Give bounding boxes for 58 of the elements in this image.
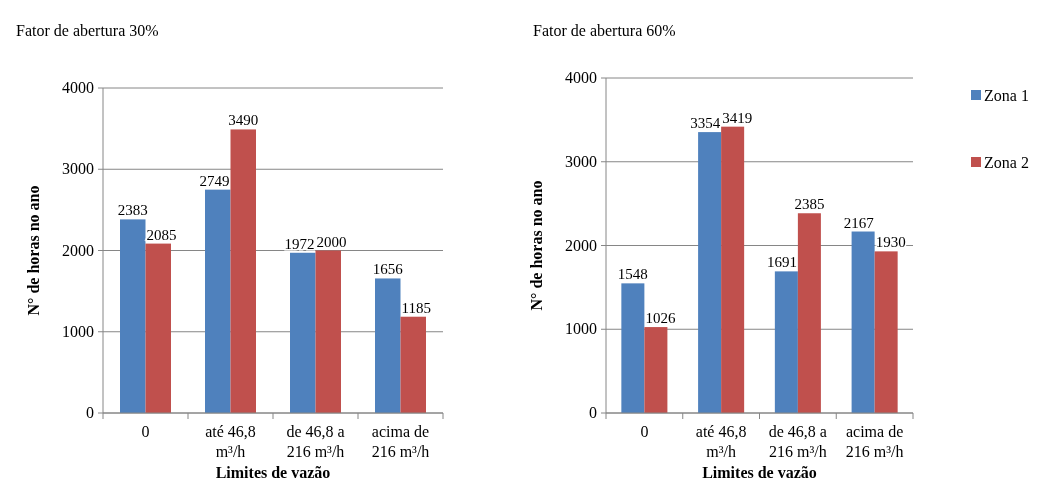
- x-tick-label: 0: [640, 423, 649, 440]
- y-axis-title: N° de horas no ano: [25, 185, 42, 316]
- data-label: 3354: [690, 115, 721, 132]
- y-tick-label: 1000: [565, 320, 597, 338]
- x-tick-label: 0: [141, 423, 150, 440]
- bar: [874, 251, 898, 413]
- data-label: 3490: [228, 112, 259, 129]
- x-tick-label: acima de 216 m³/h: [371, 423, 430, 460]
- bar: [621, 283, 645, 413]
- bar: [145, 243, 171, 413]
- y-tick-label: 0: [589, 404, 597, 421]
- y-tick-label: 0: [86, 404, 94, 421]
- bar: [230, 129, 256, 413]
- bar: [290, 252, 316, 413]
- data-label: 1972: [284, 235, 315, 252]
- bar: [797, 213, 821, 413]
- data-label: 1026: [645, 310, 676, 327]
- x-axis-title: Limites de vazão: [702, 464, 817, 481]
- data-label: 1185: [401, 299, 431, 316]
- chart-title: Fator de abertura 30%: [16, 22, 159, 39]
- bar: [205, 189, 231, 413]
- x-tick-label: de 46,8 a 216 m³/h: [286, 423, 345, 460]
- data-label: 2749: [199, 172, 230, 189]
- x-tick-label: até 46,8 m³/h: [205, 423, 256, 460]
- legend-label: Zona 2: [984, 154, 1029, 171]
- y-axis-title: N° de horas no ano: [528, 180, 545, 311]
- bar: [698, 132, 722, 413]
- bar: [375, 278, 401, 413]
- bar: [721, 126, 745, 413]
- y-tick-label: 3000: [565, 152, 597, 170]
- data-label: 1656: [372, 261, 404, 278]
- bar: [315, 250, 341, 413]
- data-label: 1691: [766, 254, 797, 271]
- data-label: 2167: [843, 214, 875, 231]
- x-tick-label: até 46,8 m³/h: [695, 423, 747, 460]
- data-label: 2383: [117, 202, 148, 219]
- data-label: 1548: [617, 266, 648, 283]
- data-label: 1930: [875, 234, 906, 251]
- legend-label: Zona 1: [984, 87, 1029, 104]
- data-label: 2385: [794, 196, 825, 213]
- bar: [400, 316, 426, 413]
- y-tick-label: 2000: [565, 236, 597, 254]
- x-tick-label: acima de 216 m³/h: [845, 423, 904, 460]
- y-tick-label: 2000: [62, 241, 94, 259]
- chart-title: Fator de abertura 60%: [533, 22, 676, 39]
- y-tick-label: 1000: [62, 322, 94, 340]
- data-label: 3419: [722, 109, 753, 126]
- x-tick-label: de 46,8 a 216 m³/h: [768, 423, 827, 460]
- data-label: 2000: [316, 233, 347, 250]
- bar: [851, 231, 875, 413]
- y-tick-label: 4000: [565, 69, 597, 86]
- y-tick-label: 4000: [62, 79, 94, 96]
- y-tick-label: 3000: [62, 160, 94, 178]
- bar: [120, 219, 146, 413]
- bar: [774, 271, 798, 413]
- bar: [644, 327, 668, 413]
- x-axis-title: Limites de vazão: [215, 464, 331, 481]
- data-label: 2085: [146, 226, 177, 243]
